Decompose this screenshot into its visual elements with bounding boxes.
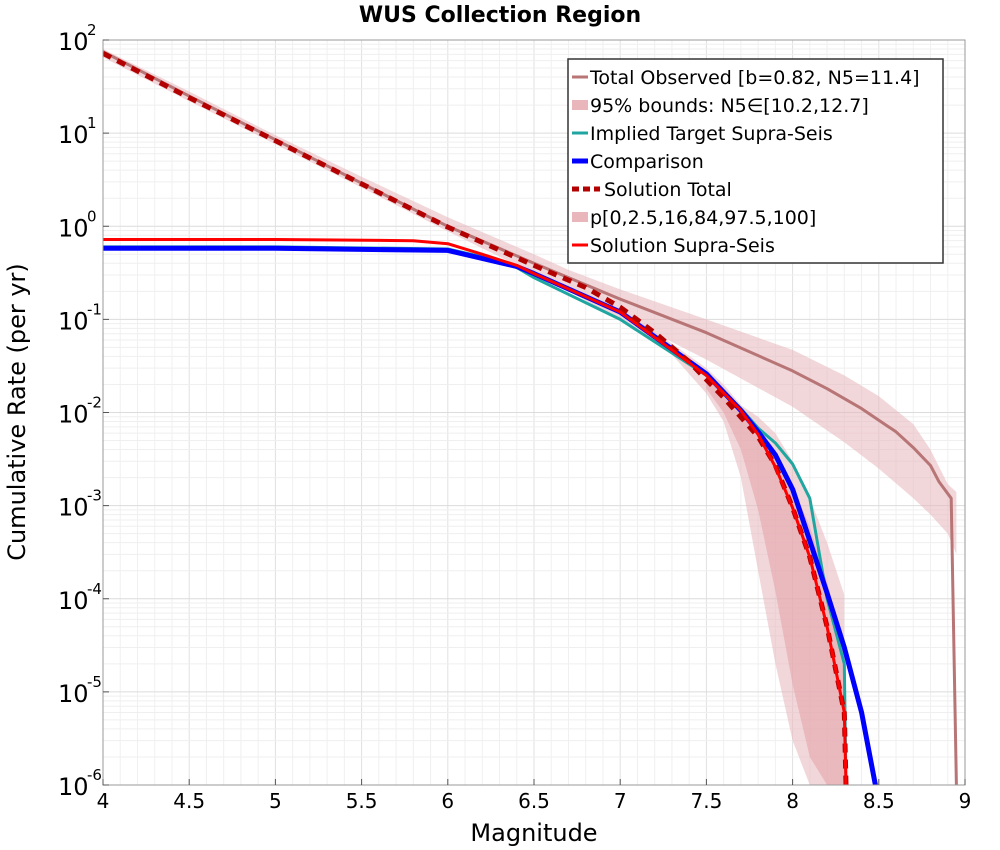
y-tick-exponent: -3 [87, 487, 102, 505]
legend: Total Observed [b=0.82, N5=11.4] 95% boun… [567, 58, 944, 264]
legend-label: Comparison [590, 151, 704, 173]
legend-label: Total Observed [b=0.82, N5=11.4] [589, 67, 920, 89]
x-axis-ticks: 4 4.5 5 5.5 6 6.5 7 7.5 8 8.5 9 [97, 779, 972, 813]
y-tick-label: 10 [58, 214, 89, 242]
x-tick-label: 7.5 [690, 789, 722, 813]
x-tick-label: 6 [441, 789, 454, 813]
y-tick-exponent: -1 [87, 300, 102, 318]
x-tick-label: 8.5 [863, 789, 895, 813]
x-axis-label: Magnitude [470, 819, 597, 847]
y-tick-label: 10 [58, 680, 89, 708]
y-tick-exponent: -6 [87, 766, 102, 784]
y-axis-label: Cumulative Rate (per yr) [3, 263, 31, 561]
y-tick-exponent: 1 [87, 114, 97, 132]
y-tick-label: 10 [58, 307, 89, 335]
legend-label: p[0,2.5,16,84,97.5,100] [590, 207, 816, 229]
y-tick-label: 10 [58, 401, 89, 429]
series-lines [103, 50, 958, 785]
y-tick-label: 10 [58, 28, 89, 56]
x-tick-label: 7 [614, 789, 627, 813]
y-tick-exponent: -4 [87, 580, 102, 598]
x-tick-label: 9 [959, 789, 972, 813]
series-line [103, 51, 849, 785]
legend-label: 95% bounds: N5∈[10.2,12.7] [590, 95, 869, 117]
legend-box [567, 58, 944, 264]
y-tick-exponent: 2 [87, 21, 97, 39]
y-tick-label: 10 [58, 121, 89, 149]
legend-swatch [572, 212, 588, 222]
y-tick-label: 10 [58, 494, 89, 522]
x-tick-label: 6.5 [518, 789, 550, 813]
y-tick-label: 10 [58, 587, 89, 615]
series-line [103, 238, 848, 785]
band-area [706, 373, 845, 785]
legend-label: Solution Supra-Seis [590, 235, 775, 257]
legend-label: Implied Target Supra-Seis [590, 123, 833, 145]
x-tick-label: 5 [269, 789, 282, 813]
chart-title: WUS Collection Region [359, 3, 641, 28]
legend-label: Solution Total [604, 179, 732, 201]
series-line [103, 245, 848, 785]
y-tick-exponent: -2 [87, 394, 102, 412]
x-tick-label: 4.5 [173, 789, 205, 813]
grid [102, 40, 966, 786]
y-tick-exponent: -5 [87, 673, 102, 691]
legend-swatch [572, 100, 588, 110]
y-tick-label: 10 [58, 773, 89, 801]
x-tick-label: 4 [97, 789, 110, 813]
x-tick-label: 5.5 [346, 789, 378, 813]
x-tick-label: 8 [786, 789, 799, 813]
y-tick-exponent: 0 [87, 207, 97, 225]
